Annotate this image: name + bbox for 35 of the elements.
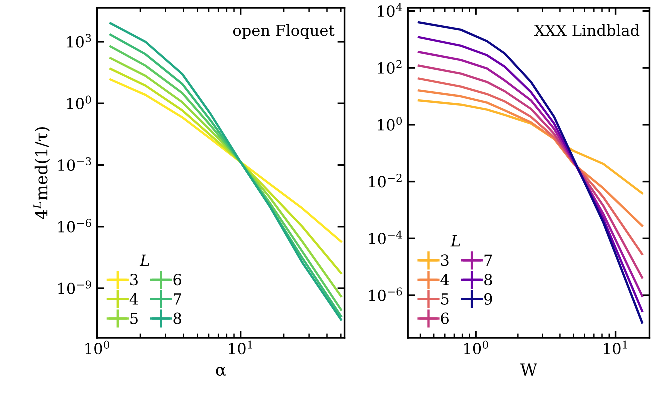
text: open Floquet <box>233 24 335 40</box>
legend-label: 8 <box>174 312 182 324</box>
legend-label: 3 <box>130 274 138 286</box>
legend-label: 9 <box>484 293 492 305</box>
y-tick-label: 10$^{0}$ <box>67 96 92 110</box>
legend-label: 6 <box>441 312 449 324</box>
legend-label: 4 <box>130 293 138 305</box>
legend-label: 7 <box>174 294 182 305</box>
x-axis-title: W <box>520 364 538 376</box>
y-tick-label: 10$^{−3}$ <box>58 157 92 172</box>
legend-label: 7 <box>484 254 492 266</box>
y-tick-label: 10$^{0}$ <box>378 117 402 131</box>
legend-label: 6 <box>174 274 182 286</box>
legend-label: 5 <box>442 294 449 305</box>
y-tick-label: 10$^{3}$ <box>67 34 92 48</box>
y-axis-title: 4$^{L}$med(1/τ) <box>33 128 50 220</box>
legend-label: 8 <box>484 274 492 286</box>
text: XXX Lindblad <box>534 24 640 36</box>
x-tick-label: 10$^{0}$ <box>464 340 488 355</box>
x-tick-label: 10$^{1}$ <box>229 340 252 355</box>
y-tick-label: 10$^{−4}$ <box>369 230 402 245</box>
y-tick-label: 10$^{4}$ <box>378 3 402 18</box>
legend-label: 4 <box>440 274 450 286</box>
x-axis-title: α <box>216 366 226 376</box>
y-tick-label: 10$^{−6}$ <box>369 288 402 302</box>
legend-title: L <box>140 254 150 266</box>
y-tick-label: 10$^{−6}$ <box>58 219 92 233</box>
legend-label: 5 <box>130 312 138 324</box>
y-tick-label: 10$^{−2}$ <box>369 174 402 188</box>
legend-title: L <box>450 236 460 247</box>
y-tick-label: 10$^{−9}$ <box>58 280 92 294</box>
x-tick-label: 10$^{0}$ <box>86 340 110 355</box>
y-tick-label: 10$^{2}$ <box>378 60 402 74</box>
legend-label: 3 <box>441 254 449 266</box>
x-tick-label: 10$^{1}$ <box>604 340 628 355</box>
